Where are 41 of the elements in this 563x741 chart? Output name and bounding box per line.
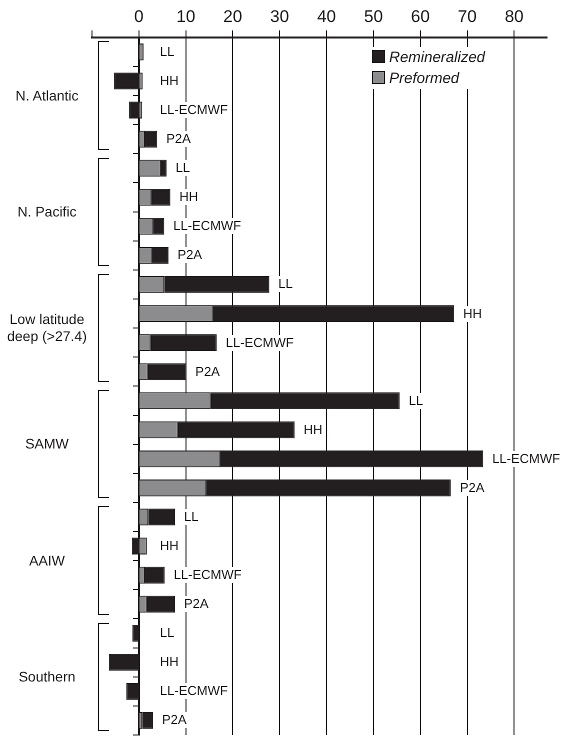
y-tick-label: LL [174, 160, 192, 176]
y-tick-label: HH [158, 538, 180, 554]
y-tick-label: P2A [194, 364, 221, 380]
x-tick-label: 80 [504, 6, 524, 26]
x-tick-label: 60 [410, 6, 430, 26]
legend-label: Remineralized [389, 49, 485, 66]
y-tick-label: P2A [176, 247, 204, 264]
text: Low latitude deep (>27.4) [6, 311, 88, 346]
x-tick-label: 10 [176, 6, 196, 26]
y-tick-label: LL-ECMWF [158, 102, 229, 118]
text: AAIW [28, 552, 66, 570]
y-tick-label: HH [302, 422, 324, 438]
x-tick-label: 40 [317, 6, 336, 26]
text: SAMW [24, 436, 70, 453]
y-tick-label: LL [408, 392, 424, 409]
y-tick-label: LL-ECMWF [158, 683, 229, 700]
y-tick-label: HH [178, 189, 200, 206]
y-tick-label: LL [277, 276, 294, 292]
text: N. Atlantic [14, 87, 80, 104]
y-tick-label: P2A [183, 596, 210, 612]
text: N. Pacific [16, 203, 78, 220]
y-tick-label: P2A [458, 480, 486, 496]
x-tick-label: 50 [364, 6, 383, 26]
y-tick-label: LL-ECMWF [172, 567, 243, 584]
y-tick-label: LL-ECMWF [491, 450, 562, 467]
legend-label: Preformed [389, 70, 460, 88]
y-tick-label: HH [462, 306, 483, 322]
y-tick-label: HH [158, 73, 180, 89]
y-tick-label: LL-ECMWF [172, 218, 242, 234]
y-tick-label: LL [158, 44, 176, 60]
x-tick-label: 0 [134, 6, 144, 26]
y-tick-label: LL-ECMWF [224, 334, 295, 351]
y-tick-label: P2A [160, 712, 188, 728]
text: Southern [18, 668, 76, 686]
y-tick-label: P2A [165, 131, 192, 148]
y-tick-label: LL [158, 625, 176, 642]
x-tick-label: 30 [270, 6, 290, 26]
x-tick-label: 70 [458, 6, 477, 26]
x-tick-label: 20 [223, 6, 242, 26]
y-tick-label: HH [158, 654, 180, 670]
y-tick-label: LL [183, 509, 200, 525]
